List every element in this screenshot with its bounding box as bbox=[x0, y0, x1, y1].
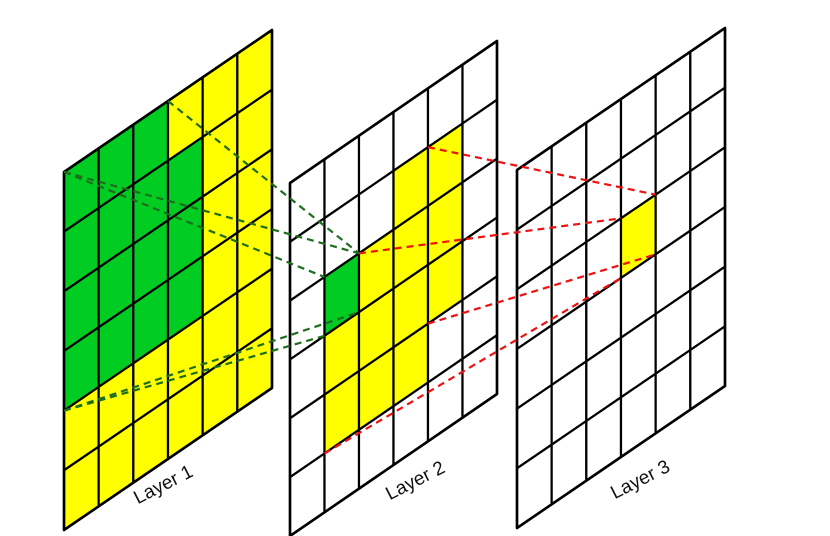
layer-3-label: Layer 3 bbox=[608, 456, 674, 503]
green-connector-line bbox=[63, 170, 360, 255]
green-connector-line bbox=[63, 311, 360, 412]
layer-3-grid bbox=[515, 26, 727, 530]
layer-1-grid bbox=[62, 28, 274, 532]
layer-2-border bbox=[288, 39, 499, 536]
red-connector-line bbox=[358, 217, 622, 255]
green-connector-line bbox=[63, 170, 325, 279]
red-connector-line bbox=[427, 146, 656, 196]
layer-2-grid bbox=[288, 39, 499, 536]
layer-3-border bbox=[515, 26, 727, 530]
connector-lines bbox=[63, 100, 656, 455]
green-connector-line bbox=[167, 100, 360, 255]
green-connector-line bbox=[63, 334, 325, 412]
red-connector-line bbox=[323, 277, 622, 455]
red-connector-line bbox=[427, 253, 656, 325]
